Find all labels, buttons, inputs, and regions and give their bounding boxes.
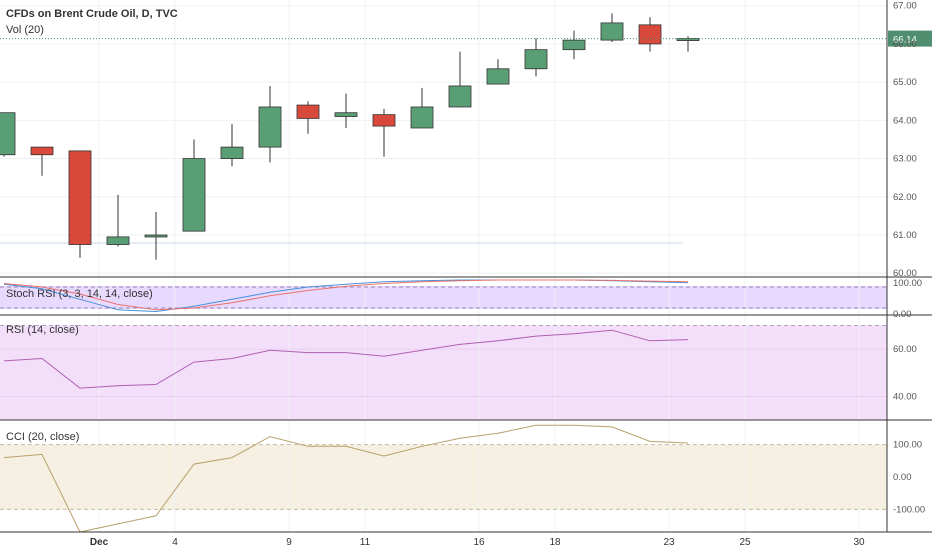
stoch-rsi-line xyxy=(3,279,689,311)
price-tick-label: 64.00 xyxy=(893,115,917,126)
panes-layer xyxy=(0,286,887,510)
x-tick-label: 30 xyxy=(853,537,865,548)
rsi-band xyxy=(0,325,887,420)
price-tick-label: 67.00 xyxy=(893,1,917,12)
candle-body xyxy=(296,104,320,119)
candle-body xyxy=(676,38,700,41)
grid-layer xyxy=(0,0,887,532)
x-tick-label: 25 xyxy=(739,537,751,548)
price-tick-label: 60.00 xyxy=(893,268,917,279)
candle-body xyxy=(372,114,396,127)
candle-body xyxy=(410,106,434,129)
chart-title: CFDs on Brent Crude Oil, D, TVC xyxy=(6,8,178,20)
stoch-tick-label: 0.00 xyxy=(893,309,912,320)
candle-body xyxy=(638,24,662,45)
x-tick-label: 23 xyxy=(663,537,675,548)
cci-tick-label: 100.00 xyxy=(893,440,922,451)
rsi-tick-label: 60.00 xyxy=(893,344,917,355)
price-tick-label: 61.00 xyxy=(893,230,917,241)
cci-line xyxy=(3,424,689,533)
x-tick-label: 9 xyxy=(286,537,292,548)
candle-body xyxy=(0,112,16,156)
candle-body xyxy=(524,49,548,70)
last-price-label: 66.14 xyxy=(893,35,917,46)
stoch-rsi-label: Stoch RSI (3, 3, 14, 14, close) xyxy=(6,288,153,300)
price-tick-label: 66.00 xyxy=(893,39,917,50)
volume-label: Vol (20) xyxy=(6,24,44,36)
candle-body xyxy=(144,234,168,238)
last-price-tag xyxy=(888,30,932,47)
cci-tick-label: 0.00 xyxy=(893,472,912,483)
rsi-label: RSI (14, close) xyxy=(6,324,79,336)
candle-body xyxy=(68,150,92,245)
candle-body xyxy=(600,22,624,41)
x-tick-label: 4 xyxy=(172,537,178,548)
candle-body xyxy=(258,106,282,148)
candle-body xyxy=(334,112,358,117)
cci-band xyxy=(0,444,887,510)
x-tick-label: Dec xyxy=(90,537,109,548)
candle-body xyxy=(220,146,244,159)
candle-body xyxy=(448,85,472,108)
cci-label: CCI (20, close) xyxy=(6,431,79,443)
candle-body xyxy=(106,236,130,245)
candle-body xyxy=(30,146,54,156)
candle-body xyxy=(486,68,510,85)
x-tick-label: 18 xyxy=(549,537,561,548)
stoch-tick-label: 100.00 xyxy=(893,278,922,289)
price-tick-label: 62.00 xyxy=(893,192,917,203)
stoch-rsi-band xyxy=(0,286,887,309)
marks-layer: 66.14 xyxy=(0,13,932,533)
candle-body xyxy=(562,39,586,51)
rsi-line xyxy=(3,329,689,389)
cci-tick-label: -100.00 xyxy=(893,504,925,515)
price-tick-label: 65.00 xyxy=(893,77,917,88)
x-tick-label: 11 xyxy=(360,537,371,548)
price-tick-label: 63.00 xyxy=(893,154,917,165)
rsi-tick-label: 40.00 xyxy=(893,391,917,402)
candle-body xyxy=(182,158,206,232)
x-tick-label: 16 xyxy=(473,537,485,548)
